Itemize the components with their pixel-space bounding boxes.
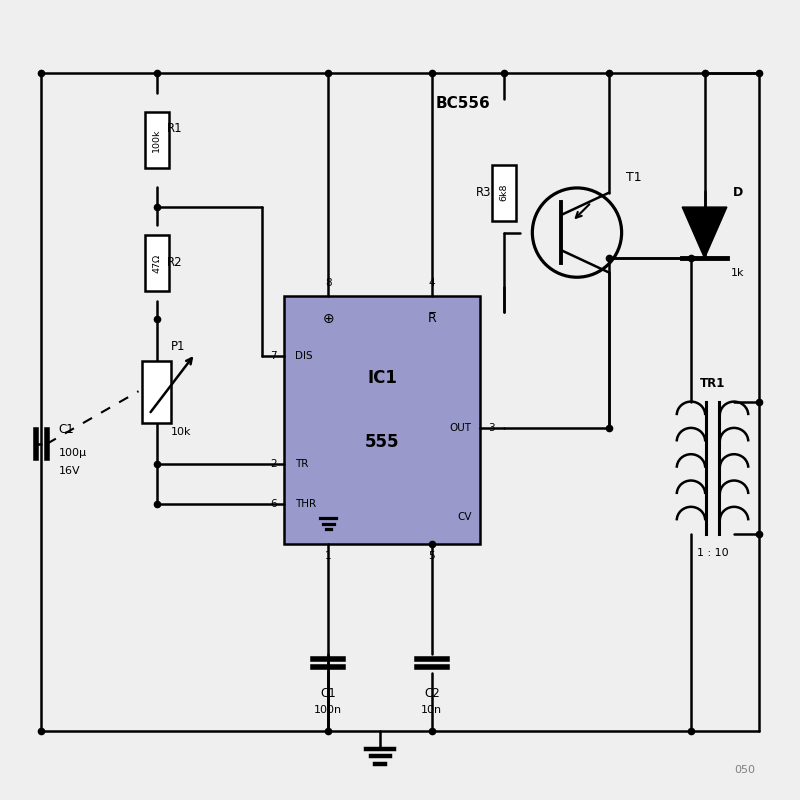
Text: TR: TR bbox=[294, 458, 308, 469]
Text: 6: 6 bbox=[270, 498, 277, 509]
Text: 2: 2 bbox=[270, 458, 277, 469]
Text: THR: THR bbox=[294, 498, 316, 509]
Text: 7: 7 bbox=[270, 351, 277, 361]
Text: 47Ω: 47Ω bbox=[152, 254, 162, 273]
Bar bbox=[145, 112, 169, 168]
Text: 10n: 10n bbox=[422, 705, 442, 714]
Text: 1: 1 bbox=[325, 551, 331, 562]
Text: TR1: TR1 bbox=[700, 377, 725, 390]
Text: 3: 3 bbox=[488, 423, 494, 433]
Text: 6k8: 6k8 bbox=[499, 184, 508, 202]
Text: P1: P1 bbox=[171, 340, 186, 353]
Text: 16V: 16V bbox=[58, 466, 81, 476]
Text: 100µ: 100µ bbox=[58, 448, 87, 458]
Text: D: D bbox=[734, 186, 743, 199]
Text: T1: T1 bbox=[626, 171, 642, 184]
Text: 1 : 10: 1 : 10 bbox=[697, 548, 728, 558]
Text: R̅: R̅ bbox=[427, 312, 436, 325]
Text: 5: 5 bbox=[429, 551, 435, 562]
Text: 8: 8 bbox=[325, 278, 331, 288]
Text: 100n: 100n bbox=[314, 705, 342, 714]
Text: R1: R1 bbox=[166, 122, 182, 134]
Text: 100k: 100k bbox=[152, 128, 162, 152]
Text: DIS: DIS bbox=[294, 351, 312, 361]
Bar bbox=[492, 165, 515, 221]
Text: C1: C1 bbox=[58, 423, 74, 436]
Text: IC1: IC1 bbox=[367, 370, 397, 387]
Text: BC556: BC556 bbox=[436, 97, 490, 111]
Text: 4: 4 bbox=[429, 278, 435, 288]
Text: CV: CV bbox=[458, 512, 472, 522]
Text: C1: C1 bbox=[320, 687, 336, 700]
Text: 555: 555 bbox=[365, 434, 399, 451]
Text: R2: R2 bbox=[166, 256, 182, 270]
Text: OUT: OUT bbox=[450, 423, 472, 433]
Text: C2: C2 bbox=[424, 687, 440, 700]
Text: 1k: 1k bbox=[731, 268, 744, 278]
Polygon shape bbox=[682, 207, 727, 258]
Bar bbox=[285, 296, 480, 543]
Bar bbox=[145, 235, 169, 290]
Text: R3: R3 bbox=[476, 186, 492, 199]
Bar bbox=[142, 361, 171, 423]
Text: 050: 050 bbox=[734, 765, 754, 774]
Text: ⊕: ⊕ bbox=[322, 312, 334, 326]
Text: 10k: 10k bbox=[171, 427, 192, 437]
